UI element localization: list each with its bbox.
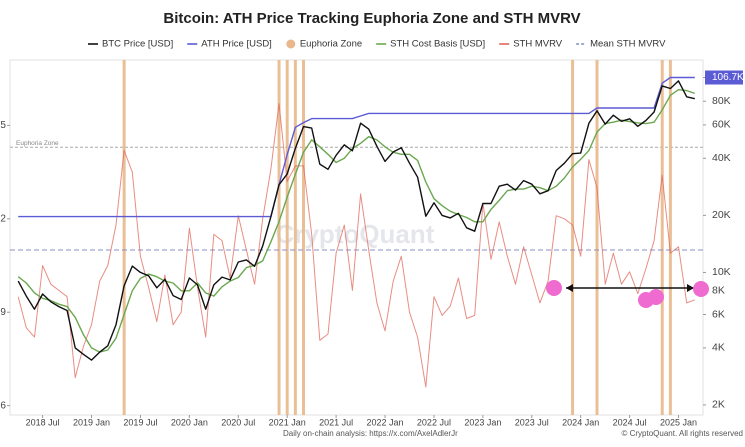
legend-item: BTC Price [USD] [88, 39, 173, 50]
y-tick-label: 40K [712, 152, 731, 164]
euphoria-bar [595, 60, 599, 415]
footer-source: Daily on-chain analysis: https://x.com/A… [283, 429, 458, 438]
legend-item: STH MVRV [499, 39, 563, 50]
last-value-box [705, 70, 743, 85]
x-tick-label: 2025 Jan [660, 417, 697, 427]
y-tick-label: 20K [712, 209, 731, 221]
x-tick-label: 2023 Jul [515, 417, 549, 427]
y-tick-label: 60K [712, 119, 731, 131]
legend-label: Euphoria Zone [300, 39, 362, 50]
legend-label: BTC Price [USD] [102, 39, 173, 50]
y2-tick-label: 1.5 [0, 120, 6, 131]
y-tick-label: 4K [712, 342, 725, 354]
y-tick-label: 106.7K [712, 72, 744, 83]
euphoria-bar [277, 60, 281, 415]
x-tick-label: 2019 Jan [73, 417, 110, 427]
y2-tick-label: 0.9 [0, 307, 6, 318]
x-tick-label: 2022 Jul [417, 417, 451, 427]
y-tick-label: 6K [712, 308, 725, 320]
x-tick-label: 2021 Jan [269, 417, 306, 427]
chart-title: Bitcoin: ATH Price Tracking Euphoria Zon… [163, 10, 580, 27]
legend-item: Mean STH MVRV [576, 39, 666, 50]
marker-circle [693, 281, 709, 297]
plot-frame [9, 59, 704, 416]
marker-circle [648, 289, 664, 305]
footer-copyright: © CryptoQuant. All rights reserved [622, 429, 744, 438]
x-tick-label: 2024 Jan [562, 417, 599, 427]
x-tick-label: 2023 Jan [464, 417, 501, 427]
y-tick-label: 2K [712, 399, 725, 411]
y-tick-label: 8K [712, 285, 725, 297]
legend-label: ATH Price [USD] [201, 39, 272, 50]
watermark: CryptoQuant [276, 219, 435, 249]
euphoria-bar [302, 60, 306, 415]
y2-tick-label: 1.2 [0, 213, 6, 224]
marker-circle [546, 280, 562, 296]
annotation: Euphoria Zone [16, 140, 59, 147]
series-line [17, 103, 695, 388]
legend-label: Mean STH MVRV [590, 39, 666, 50]
series-line [17, 89, 696, 353]
legend-item: Euphoria Zone [286, 39, 362, 50]
legend-item: STH Cost Basis [USD] [376, 39, 485, 50]
euphoria-bar [285, 60, 289, 415]
x-tick-label: 2024 Jul [613, 417, 647, 427]
x-tick-label: 2019 Jul [123, 417, 157, 427]
euphoria-bar [660, 60, 664, 415]
euphoria-bar [668, 60, 672, 415]
x-tick-label: 2021 Jul [319, 417, 353, 427]
legend: BTC Price [USD] ATH Price [USD] Euphoria Z… [88, 39, 666, 50]
euphoria-bar [293, 60, 297, 415]
y-tick-label: 10K [712, 266, 731, 278]
x-tick-label: 2018 Jul [26, 417, 60, 427]
highlight-markers [546, 280, 709, 308]
x-tick-label: 2020 Jul [221, 417, 255, 427]
plot-area: Euphoria Zone [7, 60, 706, 418]
euphoria-bar [122, 60, 126, 415]
legend-swatch [286, 39, 296, 49]
x-tick-label: 2022 Jan [367, 417, 404, 427]
legend-label: STH Cost Basis [USD] [390, 39, 485, 50]
y-tick-label: 80K [712, 95, 731, 107]
euphoria-bar [571, 60, 575, 415]
y2-tick-label: 0.6 [0, 400, 6, 411]
legend-item: ATH Price [USD] [187, 39, 272, 50]
x-tick-label: 2020 Jan [171, 417, 208, 427]
legend-label: STH MVRV [513, 39, 563, 50]
series-line [18, 76, 695, 218]
series-line [17, 80, 695, 361]
